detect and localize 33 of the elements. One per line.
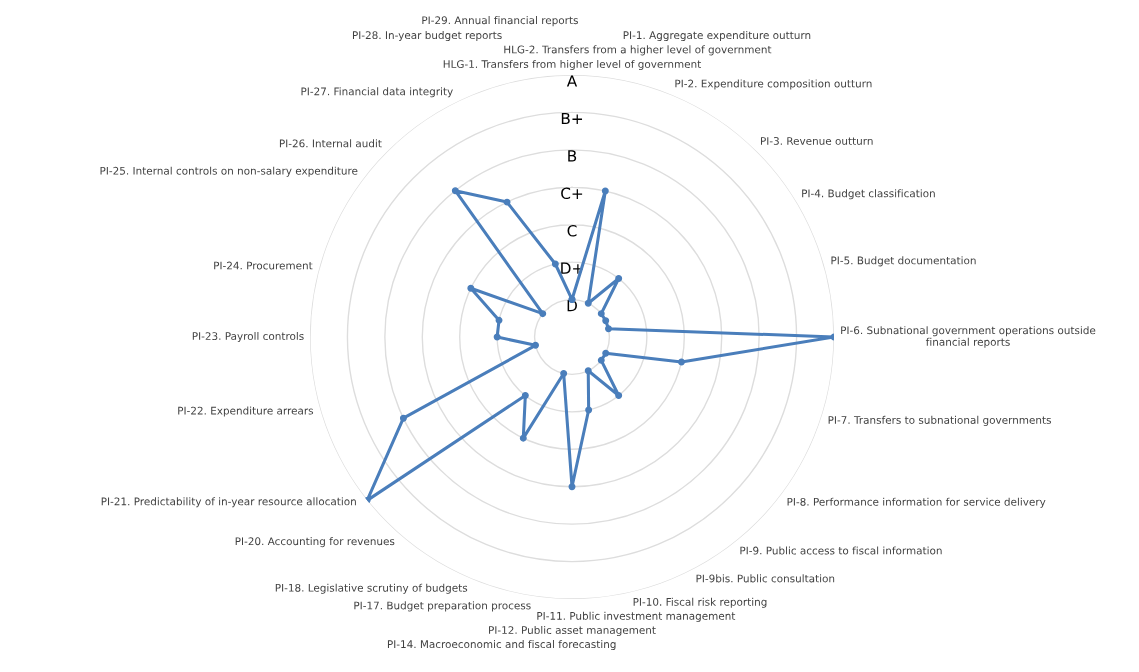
spoke-label: PI-9. Public access to fiscal information bbox=[740, 546, 942, 555]
spoke-label: PI-28. In-year budget reports bbox=[352, 31, 502, 42]
y-tick-label: B+ bbox=[561, 112, 583, 125]
spoke-label: HLG-1. Transfers from higher level of government bbox=[443, 59, 702, 71]
spoke-label: PI-23. Payroll controls bbox=[192, 331, 304, 343]
spoke-label: PI-8. Performance information for service delivery bbox=[787, 497, 1046, 508]
spoke-label: PI-5. Budget documentation bbox=[831, 256, 976, 267]
y-tick-label: C+ bbox=[561, 187, 583, 200]
y-tick-label: C bbox=[567, 224, 577, 237]
spoke-label: PI-27. Financial data integrity bbox=[301, 87, 453, 98]
spoke-label: PI-24. Procurement bbox=[214, 261, 313, 270]
spoke-label: PI-17. Budget preparation process bbox=[354, 601, 531, 612]
spoke-label: PI-3. Revenue outturn bbox=[760, 136, 873, 145]
spoke-label: PI-9bis. Public consultation bbox=[696, 574, 835, 583]
spoke-label: PI-10. Fiscal risk reporting bbox=[633, 597, 767, 608]
spoke-label: PI-1. Aggregate expenditure outturn bbox=[623, 31, 811, 42]
spoke-label: PI-6. Subnational government operations outside financial reports bbox=[841, 326, 1096, 348]
spoke-label: PI-29. Annual financial reports bbox=[422, 16, 578, 27]
spoke-label: PI-18. Legislative scrutiny of budgets bbox=[275, 583, 468, 594]
spoke-label: PI-20. Accounting for revenues bbox=[235, 537, 395, 548]
y-tick-label: B bbox=[568, 150, 577, 162]
spoke-label: PI-11. Public investment management bbox=[537, 611, 736, 622]
spoke-label: PI-25. Internal controls on non-salary expenditure bbox=[100, 166, 358, 177]
spoke-label: HLG-2. Transfers from a higher level of government bbox=[504, 45, 772, 56]
spoke-label: PI-7. Transfers to subnational governments bbox=[828, 415, 1051, 426]
spoke-label: PI-4. Budget classification bbox=[802, 189, 935, 200]
spoke-label: PI-12. Public asset management bbox=[489, 625, 656, 637]
spoke-label: PI-14. Macroeconomic and fiscal forecasting bbox=[387, 640, 616, 651]
spoke-label: PI-21. Predictability of in-year resource allocation bbox=[101, 497, 356, 508]
y-tick-label: A bbox=[566, 75, 578, 87]
spoke-label: PI-26. Internal audit bbox=[279, 139, 382, 148]
spoke-label: PI-22. Expenditure arrears bbox=[178, 406, 314, 417]
spoke-label: PI-2. Expenditure composition outturn bbox=[675, 79, 872, 90]
